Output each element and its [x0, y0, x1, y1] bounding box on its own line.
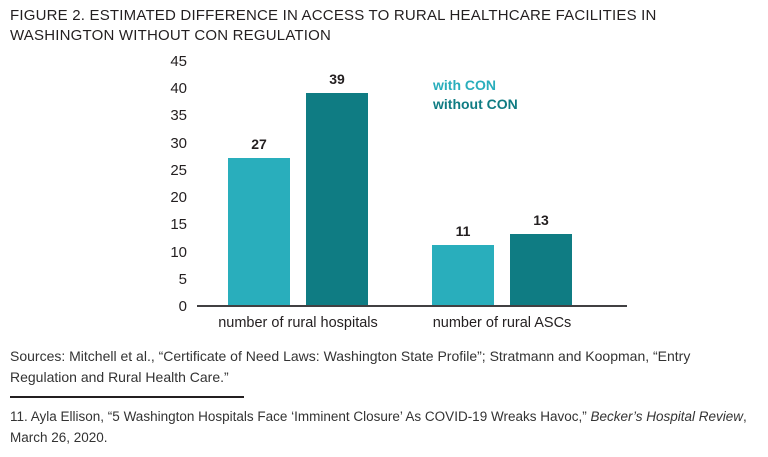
- y-tick-35: 35: [170, 107, 187, 125]
- bar-value-label: 27: [251, 136, 267, 152]
- y-tick-15: 15: [170, 216, 187, 234]
- y-tick-25: 25: [170, 161, 187, 179]
- bar-chart: 0 5 10 15 20 25 30 35 40 45 27 39 11 13 with CON wit…: [145, 53, 645, 348]
- y-tick-10: 10: [170, 243, 187, 261]
- bar-number-of-rural-ascs-with-con: 11: [432, 223, 494, 305]
- y-tick-30: 30: [170, 134, 187, 152]
- legend-item-with-con: with CON: [433, 77, 496, 93]
- y-tick-20: 20: [170, 189, 187, 207]
- bar-group-ascs: 11 13: [422, 62, 582, 305]
- sources-note: Sources: Mitchell et al., “Certificate o…: [10, 348, 691, 385]
- y-tick-40: 40: [170, 80, 187, 98]
- y-tick-0: 0: [178, 298, 187, 315]
- legend-item-without-con: without CON: [433, 96, 518, 112]
- bar-number-of-rural-ascs-without-con: 13: [510, 212, 572, 305]
- bar-value-label: 13: [533, 212, 549, 229]
- footnote-journal-italic: Becker’s Hospital Review: [590, 409, 744, 424]
- bar-value-label: 39: [329, 70, 345, 87]
- figure-title: FIGURE 2. ESTIMATED DIFFERENCE IN ACCESS…: [10, 7, 657, 44]
- footnote-divider: [10, 396, 244, 398]
- x-category-label-number-of-rural-hospitals: number of rural hospitals: [218, 315, 378, 331]
- bar-value-label: 11: [455, 223, 471, 240]
- bar-number-of-rural-hospitals-without-con: 39: [306, 71, 368, 305]
- legend: with CON without CON: [433, 76, 518, 114]
- x-category-label-number-of-rural-ascs: number of rural ASCs: [432, 315, 572, 331]
- footnote: 11. Ayla Ellison, “5 Washington Hospital…: [10, 406, 762, 448]
- bar-group-hospitals: 27 39: [218, 62, 378, 305]
- footnote-text-continued: , March 26, 2020.: [10, 409, 747, 445]
- y-tick-5: 5: [178, 270, 187, 288]
- plot-area: 27 39 11 13: [197, 62, 627, 307]
- footnote-text: 11. Ayla Ellison, “5 Washington Hospital…: [10, 409, 591, 424]
- x-axis-labels: number of rural hospitals number of rural…: [197, 315, 627, 337]
- y-tick-45: 45: [170, 53, 187, 70]
- bar-number-of-rural-hospitals-with-con: 27: [228, 136, 290, 305]
- y-axis: 0 5 10 15 20 25 30 35 40 45: [145, 53, 187, 315]
